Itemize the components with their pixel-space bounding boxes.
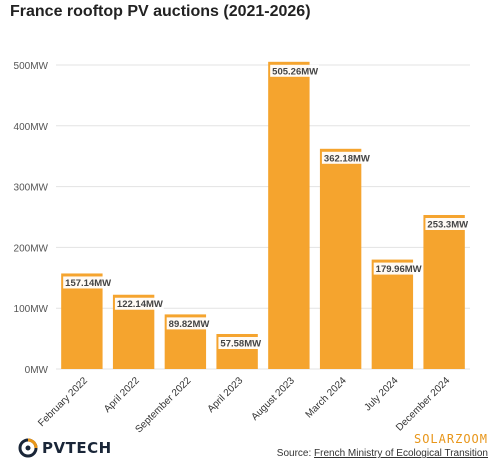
bar — [319, 148, 362, 369]
pvtech-logo-text: PVTECH — [42, 439, 112, 457]
y-tick-label: 100MW — [14, 304, 49, 315]
y-tick-label: 300MW — [14, 183, 49, 194]
data-label-background — [63, 276, 112, 289]
source-prefix: Source: — [276, 448, 315, 459]
x-tick-label: April 2022 — [102, 375, 142, 415]
data-label-background — [218, 336, 262, 349]
bar-data-label: 89.82MW — [169, 319, 210, 330]
x-tick-label: March 2024 — [304, 375, 349, 420]
data-label-background — [373, 262, 423, 275]
data-label-background — [114, 297, 164, 310]
solarzoom-watermark: SOLARZOOM — [413, 432, 488, 446]
bar — [423, 214, 465, 369]
bar-data-label: 157.14MW — [65, 278, 111, 289]
bar-data-label: 179.96MW — [376, 264, 422, 275]
x-tick-label: September 2022 — [133, 375, 193, 435]
data-label-background — [425, 217, 469, 230]
bar-data-labels: 157.14MW 122.14MW 89.82MW 57.58MW 505.26MW 36… — [63, 64, 469, 349]
y-tick-label: 0MW — [25, 365, 49, 376]
y-tick-label: 500MW — [14, 61, 49, 72]
y-tick-label: 200MW — [14, 243, 49, 254]
data-label-background — [166, 317, 210, 330]
pvtech-logo-icon — [18, 438, 38, 458]
bar-data-label: 57.58MW — [220, 338, 261, 349]
bar-data-label: 505.26MW — [272, 66, 318, 77]
chart-title: France rooftop PV auctions (2021-2026) — [10, 3, 311, 20]
y-tick-label: 400MW — [14, 122, 49, 133]
bar — [61, 273, 103, 369]
pvtech-logo: PVTECH — [18, 438, 112, 458]
source-link[interactable]: French Ministry of Ecological Transition — [314, 448, 488, 459]
y-axis-tick-labels: 0MW 100MW 200MW 300MW 400MW 500MW — [14, 61, 49, 376]
bar-data-label: 362.18MW — [324, 153, 370, 164]
bar-data-label: 122.14MW — [117, 299, 163, 310]
x-tick-label: April 2023 — [206, 375, 246, 415]
bar — [268, 61, 310, 370]
data-label-background — [321, 151, 371, 164]
x-tick-label: July 2024 — [362, 375, 400, 413]
x-tick-label: December 2024 — [394, 375, 452, 433]
x-tick-label: August 2023 — [249, 375, 297, 423]
bar — [371, 259, 414, 369]
source-note: Source: French Ministry of Ecological Tr… — [277, 448, 488, 459]
data-label-background — [270, 64, 319, 77]
bar-data-label: 253.3MW — [427, 219, 468, 230]
x-tick-label: February 2022 — [36, 375, 90, 429]
bars — [61, 61, 465, 370]
